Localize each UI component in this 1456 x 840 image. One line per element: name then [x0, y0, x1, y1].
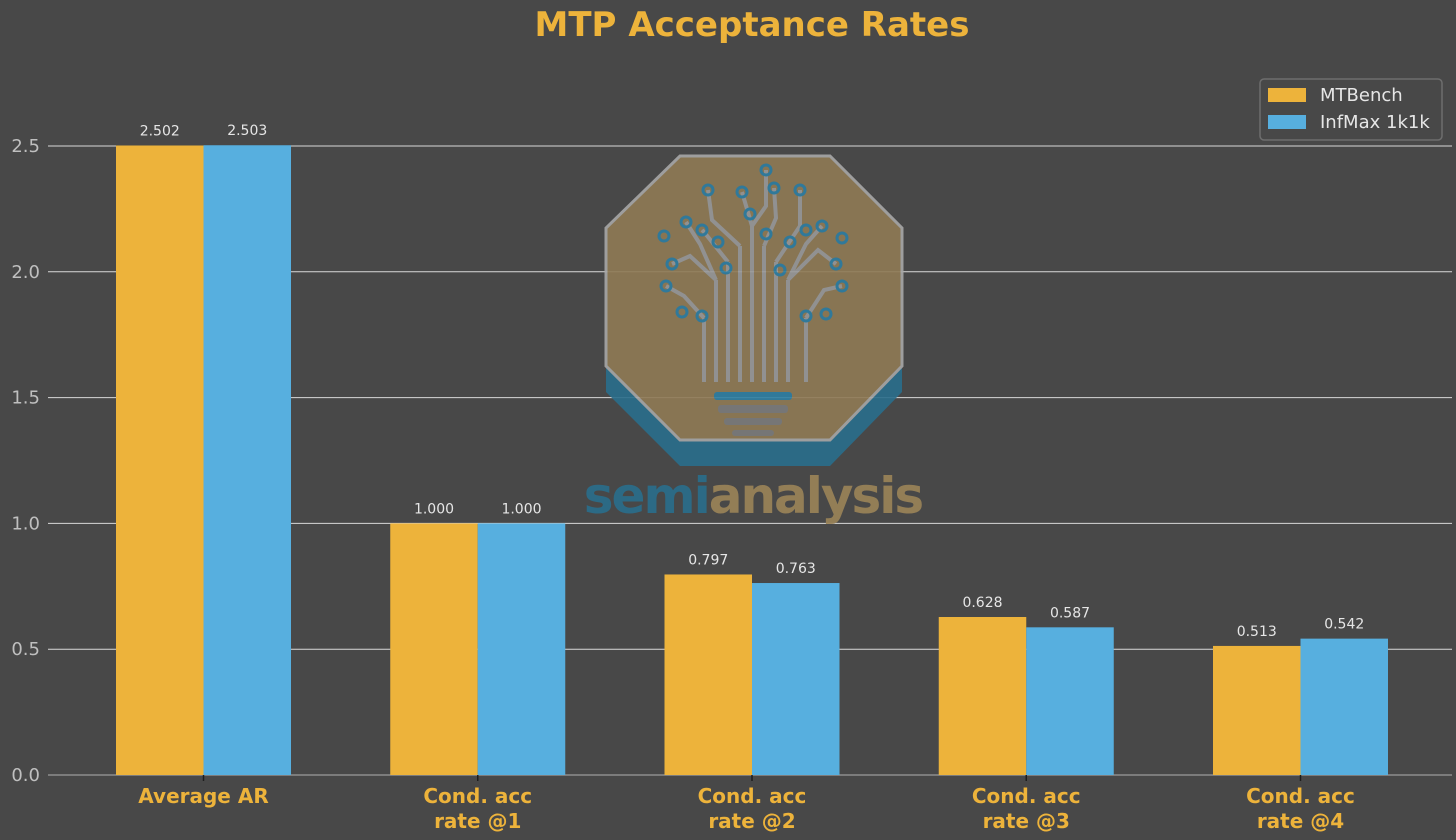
- data-label: 1.000: [501, 501, 541, 517]
- bar-mtbench: [938, 616, 1027, 775]
- data-label: 0.797: [688, 552, 728, 568]
- x-tick-label: Cond. acc rate @1: [423, 784, 532, 833]
- watermark-text-analysis: analysis: [709, 467, 923, 525]
- y-tick-label: 2.5: [11, 136, 40, 157]
- legend-swatch-infmax: [1268, 115, 1306, 129]
- circuit-tree-icon: [665, 170, 843, 382]
- watermark-wordmark: semianalysis: [584, 467, 923, 525]
- x-tick-label: Cond. acc rate @3: [972, 784, 1081, 833]
- bar-infmax: [1026, 627, 1114, 775]
- bar-mtbench: [390, 523, 478, 775]
- legend-label-mtbench: MTBench: [1320, 85, 1403, 106]
- semianalysis-watermark: semianalysis: [584, 154, 924, 525]
- y-tick-label: 1.5: [11, 388, 40, 409]
- y-tick-label: 0.0: [11, 765, 40, 786]
- data-label: 0.628: [962, 595, 1002, 611]
- chart-title: MTP Acceptance Rates: [535, 5, 970, 45]
- data-labels: 2.502 2.503 1.000 1.000 0.797 0.763 0.628 0.587…: [140, 123, 1365, 640]
- data-label: 0.513: [1237, 624, 1277, 640]
- bar-mtbench: [116, 145, 204, 775]
- bar-mtbench: [1213, 645, 1301, 775]
- bar-mtbench: [664, 574, 752, 775]
- x-tick-label: Cond. acc rate @4: [1246, 784, 1355, 833]
- data-label: 1.000: [414, 501, 454, 517]
- legend-swatch-mtbench: [1268, 88, 1306, 102]
- bar-infmax: [752, 583, 840, 775]
- bar-infmax: [203, 145, 291, 776]
- data-label: 0.763: [776, 561, 816, 577]
- x-tick-labels: Average AR Cond. acc rate @1 Cond. acc rate …: [138, 775, 1355, 833]
- watermark-text-semi: semi: [584, 467, 709, 525]
- lightbulb-base-icon: [714, 392, 792, 436]
- bar-infmax: [1300, 638, 1388, 775]
- data-label: 0.542: [1324, 617, 1364, 633]
- legend-label-infmax: InfMax 1k1k: [1320, 112, 1430, 133]
- circuit-node-icons: [657, 163, 849, 323]
- x-tick-label: Average AR: [138, 784, 268, 808]
- data-label: 0.587: [1050, 605, 1090, 621]
- legend: MTBench InfMax 1k1k: [1259, 78, 1443, 141]
- x-tick-label: Cond. acc rate @2: [698, 784, 807, 833]
- y-tick-label: 1.0: [11, 513, 40, 534]
- y-tick-label: 0.5: [11, 639, 40, 660]
- bars: [116, 145, 1388, 776]
- y-tick-label: 2.0: [11, 262, 40, 283]
- data-label: 2.502: [140, 123, 180, 139]
- bar-infmax: [477, 523, 566, 775]
- data-label: 2.503: [227, 123, 267, 139]
